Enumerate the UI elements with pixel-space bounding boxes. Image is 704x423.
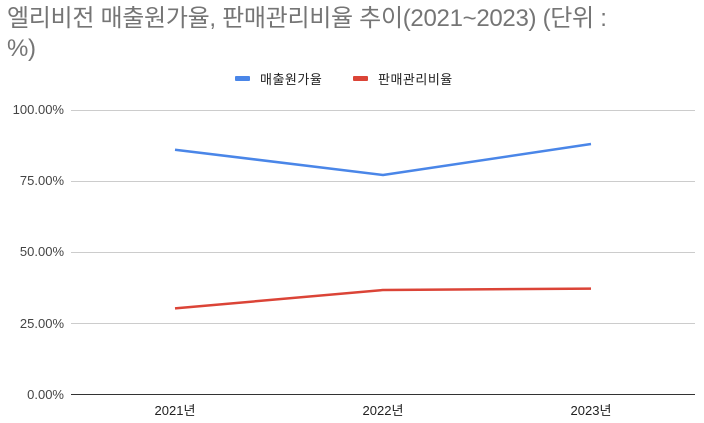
gridlines [71,110,695,324]
chart-legend: 매출원가율 판매관리비율 [0,69,704,87]
chart-title-line2: %) [7,35,36,62]
legend-label: 판매관리비율 [378,71,453,87]
series-line-sga-ratio [174,287,592,310]
legend-item-cost-ratio[interactable]: 매출원가율 [235,69,322,87]
chart-title-line1: 엘리비전 매출원가율, 판매관리비율 추이(2021~2023) (단위 : [7,5,607,32]
x-tick-2023: 2023년 [570,403,612,418]
legend-swatch-blue-icon [235,75,250,81]
x-tick-2022: 2022년 [362,403,404,418]
legend-item-sga-ratio[interactable]: 판매관리비율 [353,69,453,87]
legend-label: 매출원가율 [260,71,323,87]
x-tick-2021: 2021년 [154,403,196,418]
y-tick-25: 25.00% [19,316,64,331]
legend-swatch-red-icon [353,75,368,81]
y-tick-75: 75.00% [19,173,64,188]
y-tick-100: 100.00% [12,102,64,117]
y-tick-0: 0.00% [27,387,64,402]
chart-title: 엘리비전 매출원가율, 판매관리비율 추이(2021~2023) (단위 : %… [7,4,697,64]
series-line-cost-ratio [174,142,592,177]
y-tick-50: 50.00% [19,244,64,259]
